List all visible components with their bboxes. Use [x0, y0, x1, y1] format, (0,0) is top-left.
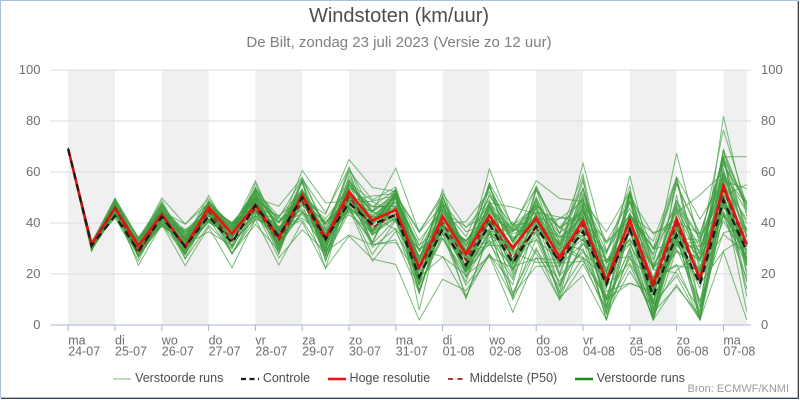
svg-text:80: 80: [26, 113, 40, 128]
svg-text:30-07: 30-07: [349, 345, 381, 359]
svg-text:07-08: 07-08: [723, 345, 755, 359]
svg-text:80: 80: [761, 113, 775, 128]
svg-text:100: 100: [761, 62, 783, 77]
svg-text:26-07: 26-07: [162, 345, 194, 359]
svg-text:100: 100: [19, 62, 41, 77]
svg-text:20: 20: [26, 266, 40, 281]
svg-text:60: 60: [26, 164, 40, 179]
svg-text:40: 40: [26, 215, 40, 230]
svg-text:03-08: 03-08: [536, 345, 568, 359]
svg-text:0: 0: [761, 317, 768, 332]
svg-text:24-07: 24-07: [68, 345, 100, 359]
svg-text:04-08: 04-08: [583, 345, 615, 359]
svg-text:25-07: 25-07: [115, 345, 147, 359]
svg-text:60: 60: [761, 164, 775, 179]
svg-text:01-08: 01-08: [443, 345, 475, 359]
svg-text:40: 40: [761, 215, 775, 230]
svg-text:05-08: 05-08: [630, 345, 662, 359]
svg-text:29-07: 29-07: [302, 345, 334, 359]
svg-text:28-07: 28-07: [255, 345, 287, 359]
svg-text:02-08: 02-08: [489, 345, 521, 359]
svg-text:27-07: 27-07: [209, 345, 241, 359]
svg-text:0: 0: [33, 317, 40, 332]
svg-text:06-08: 06-08: [677, 345, 709, 359]
svg-text:20: 20: [761, 266, 775, 281]
svg-text:31-07: 31-07: [396, 345, 428, 359]
